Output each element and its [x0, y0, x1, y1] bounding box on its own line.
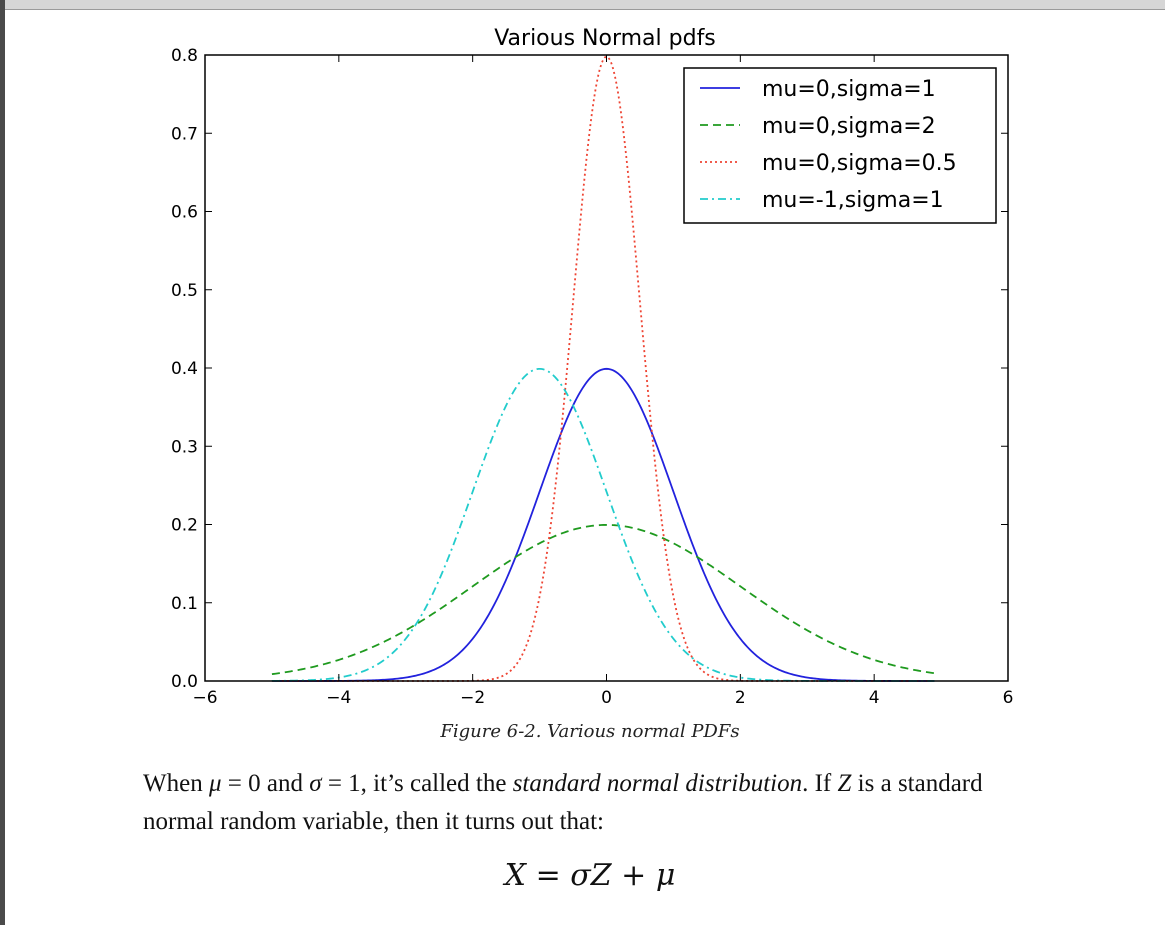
para-text-1: When [143, 770, 209, 797]
x-tick-label: −2 [460, 688, 485, 708]
body-paragraph: When μ = 0 and σ = 1, it’s called the st… [143, 765, 1043, 841]
legend-label-1: mu=0,sigma=1 [762, 77, 936, 102]
para-text-4: . If [802, 770, 838, 797]
formula-sigma: σ [570, 858, 591, 893]
ticks-group: −6 −4 −2 0 2 4 6 0.0 0.1 0.2 0.3 0.4 0.5 0.6 0.7 0.8 [171, 46, 1013, 708]
para-text-5: is a standard normal random variable, th… [143, 770, 983, 835]
y-tick-label: 0.7 [171, 124, 198, 144]
x-tick-label: 2 [735, 688, 746, 708]
x-tick-label: 4 [869, 688, 880, 708]
emphasized-term: standard normal distribution [512, 770, 803, 797]
legend-label-4: mu=-1,sigma=1 [762, 188, 944, 213]
para-text-2: = 0 and [221, 770, 310, 797]
y-tick-label: 0.2 [171, 516, 198, 536]
legend-box [683, 67, 997, 224]
x-tick-label: −6 [192, 688, 217, 708]
formula-eq: = [526, 858, 571, 893]
y-tick-label: 0.5 [171, 281, 198, 301]
z-symbol: Z [837, 770, 852, 797]
y-tick-label: 0.8 [171, 46, 198, 66]
mu-symbol: μ [208, 770, 222, 797]
y-tick-label: 0.1 [171, 594, 198, 614]
y-tick-label: 0.0 [171, 672, 198, 692]
legend-label-3: mu=0,sigma=0.5 [762, 151, 957, 176]
formula: X = σZ + μ [0, 858, 1165, 893]
sigma-symbol: σ [309, 770, 322, 797]
y-tick-label: 0.6 [171, 203, 198, 223]
x-tick-label: 6 [1003, 688, 1014, 708]
formula-mu: μ [655, 858, 676, 893]
y-tick-label: 0.4 [171, 359, 198, 379]
x-tick-label: −4 [326, 688, 351, 708]
series-line-1 [271, 367, 935, 682]
window-left-border [0, 0, 5, 925]
normal-pdf-chart: Various Normal pdfs −6 −4 −2 0 2 4 6 0.0 0.1 0.2 0… [171, 26, 1013, 708]
series-line-2 [271, 524, 935, 676]
legend-label-2: mu=0,sigma=2 [762, 114, 936, 139]
y-tick-label: 0.3 [171, 437, 198, 457]
legend: mu=0,sigma=1 mu=0,sigma=2 mu=0,sigma=0.5 mu… [683, 67, 997, 224]
plot-frame [204, 54, 1009, 682]
x-tick-label: 0 [601, 688, 612, 708]
formula-plus: + [611, 858, 656, 893]
para-text-3: = 1, it’s called the [321, 770, 513, 797]
formula-lhs: X [504, 858, 527, 893]
chart-title: Various Normal pdfs [494, 26, 716, 51]
figure-caption: Figure 6-2. Various normal PDFs [440, 721, 740, 742]
formula-z: Z [590, 858, 612, 893]
window-top-border [0, 0, 1165, 10]
